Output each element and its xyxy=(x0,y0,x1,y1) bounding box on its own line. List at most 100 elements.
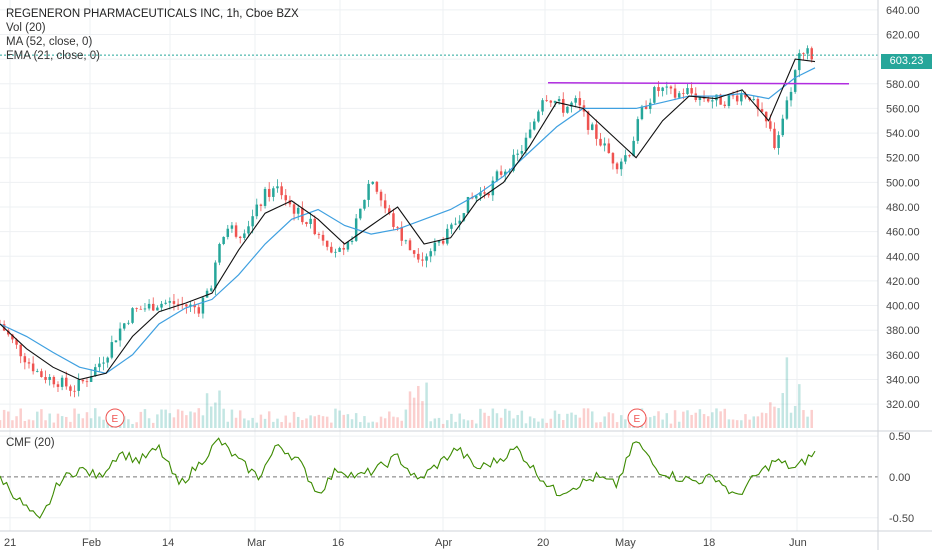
x-tick-label: Mar xyxy=(247,537,266,549)
volume-bar xyxy=(653,415,656,428)
volume-bar xyxy=(267,411,271,428)
candle-body xyxy=(706,98,710,102)
volume-bar xyxy=(19,408,22,428)
volume-bar xyxy=(234,417,238,428)
volume-bar xyxy=(661,419,664,428)
candle-body xyxy=(433,242,437,252)
candle-body xyxy=(139,308,143,310)
volume-bar xyxy=(760,412,764,428)
candle-body xyxy=(719,94,722,105)
volume-bar xyxy=(77,413,80,428)
candle-body xyxy=(205,290,209,298)
cmf-y-tick-label: 0.50 xyxy=(889,431,910,443)
y-tick-label: 400.00 xyxy=(886,301,920,313)
grid xyxy=(0,0,878,531)
candle-body xyxy=(85,381,89,383)
volume-bar xyxy=(23,420,27,428)
candle-body xyxy=(243,233,246,239)
candle-body xyxy=(789,91,793,101)
candle-body xyxy=(661,87,664,92)
candle-body xyxy=(810,48,813,60)
x-tick-label: 14 xyxy=(162,537,174,549)
volume-bar xyxy=(56,413,60,428)
candle-body xyxy=(599,138,602,146)
volume-bar xyxy=(408,391,412,428)
candle-body xyxy=(677,93,681,98)
candle-body xyxy=(247,226,250,234)
volume-bar xyxy=(458,413,461,428)
volume-bar xyxy=(69,421,72,428)
candle-body xyxy=(131,308,134,323)
volume-bar xyxy=(504,408,507,428)
volume-bar xyxy=(151,422,155,428)
volume-bar xyxy=(781,393,784,428)
volume-bar xyxy=(392,416,395,428)
volume-bar xyxy=(379,416,383,428)
candle-body xyxy=(89,376,93,382)
candle-body xyxy=(615,163,619,170)
candle-body xyxy=(325,240,329,247)
candle-body xyxy=(272,188,275,197)
chart-title: REGENERON PHARMACEUTICALS INC, 1h, Cboe … xyxy=(6,8,299,20)
candle-body xyxy=(164,302,167,304)
candle-body xyxy=(65,377,68,387)
volume-bar xyxy=(619,415,623,428)
volume-bar xyxy=(226,421,230,428)
y-tick-label: 500.00 xyxy=(886,177,920,189)
candle-body xyxy=(396,226,399,228)
volume-bar xyxy=(238,410,242,428)
candle-body xyxy=(545,100,548,102)
candle-body xyxy=(156,307,159,311)
volume-bar xyxy=(806,416,809,428)
candle-body xyxy=(727,95,731,106)
candle-body xyxy=(334,251,337,253)
volume-bar xyxy=(350,419,354,428)
candle-body xyxy=(317,234,321,235)
volume-bar xyxy=(466,420,470,428)
volume-bar xyxy=(499,417,503,428)
candle-body xyxy=(218,243,221,263)
candle-body xyxy=(168,301,172,303)
legend-ema: EMA (21, close, 0) xyxy=(6,50,100,62)
volume-bar xyxy=(553,410,557,428)
volume-bar xyxy=(7,411,10,428)
volume-bar xyxy=(383,418,387,428)
candle-body xyxy=(94,367,97,377)
volume-bar xyxy=(769,402,772,428)
volume-bar xyxy=(731,419,735,428)
candle-body xyxy=(408,240,412,251)
volume-bar xyxy=(0,420,2,428)
x-tick-label: Feb xyxy=(82,537,101,549)
candle-body xyxy=(251,216,254,227)
x-tick-label: 20 xyxy=(537,537,549,549)
volume-bar xyxy=(789,412,793,428)
volume-bar xyxy=(574,414,577,428)
volume-bar xyxy=(98,416,101,428)
volume-bar xyxy=(512,418,515,428)
volume-bar xyxy=(296,416,300,428)
candle-body xyxy=(785,100,789,119)
candle-body xyxy=(499,171,503,175)
volume-bar xyxy=(437,417,441,428)
candle-body xyxy=(769,121,772,129)
volume-bar xyxy=(665,413,669,428)
volume-bar xyxy=(160,409,163,428)
y-tick-label: 560.00 xyxy=(886,103,920,115)
candle-body xyxy=(330,246,333,253)
volume-bar xyxy=(793,405,797,428)
volume-bar xyxy=(60,416,64,428)
candle-body xyxy=(744,94,747,98)
volume-bar xyxy=(400,420,403,428)
volume-bar xyxy=(280,422,283,428)
volume-bar xyxy=(524,423,528,428)
earnings-marker-label: E xyxy=(112,414,119,425)
volume-bar xyxy=(429,421,432,428)
volume-bar xyxy=(247,420,250,428)
volume-bar xyxy=(44,420,47,428)
volume-bar xyxy=(578,417,582,428)
volume-bar xyxy=(131,423,134,428)
candle-body xyxy=(528,129,532,138)
candle-body xyxy=(740,94,743,102)
volume-bar xyxy=(317,414,321,428)
volume-bar xyxy=(520,410,524,428)
